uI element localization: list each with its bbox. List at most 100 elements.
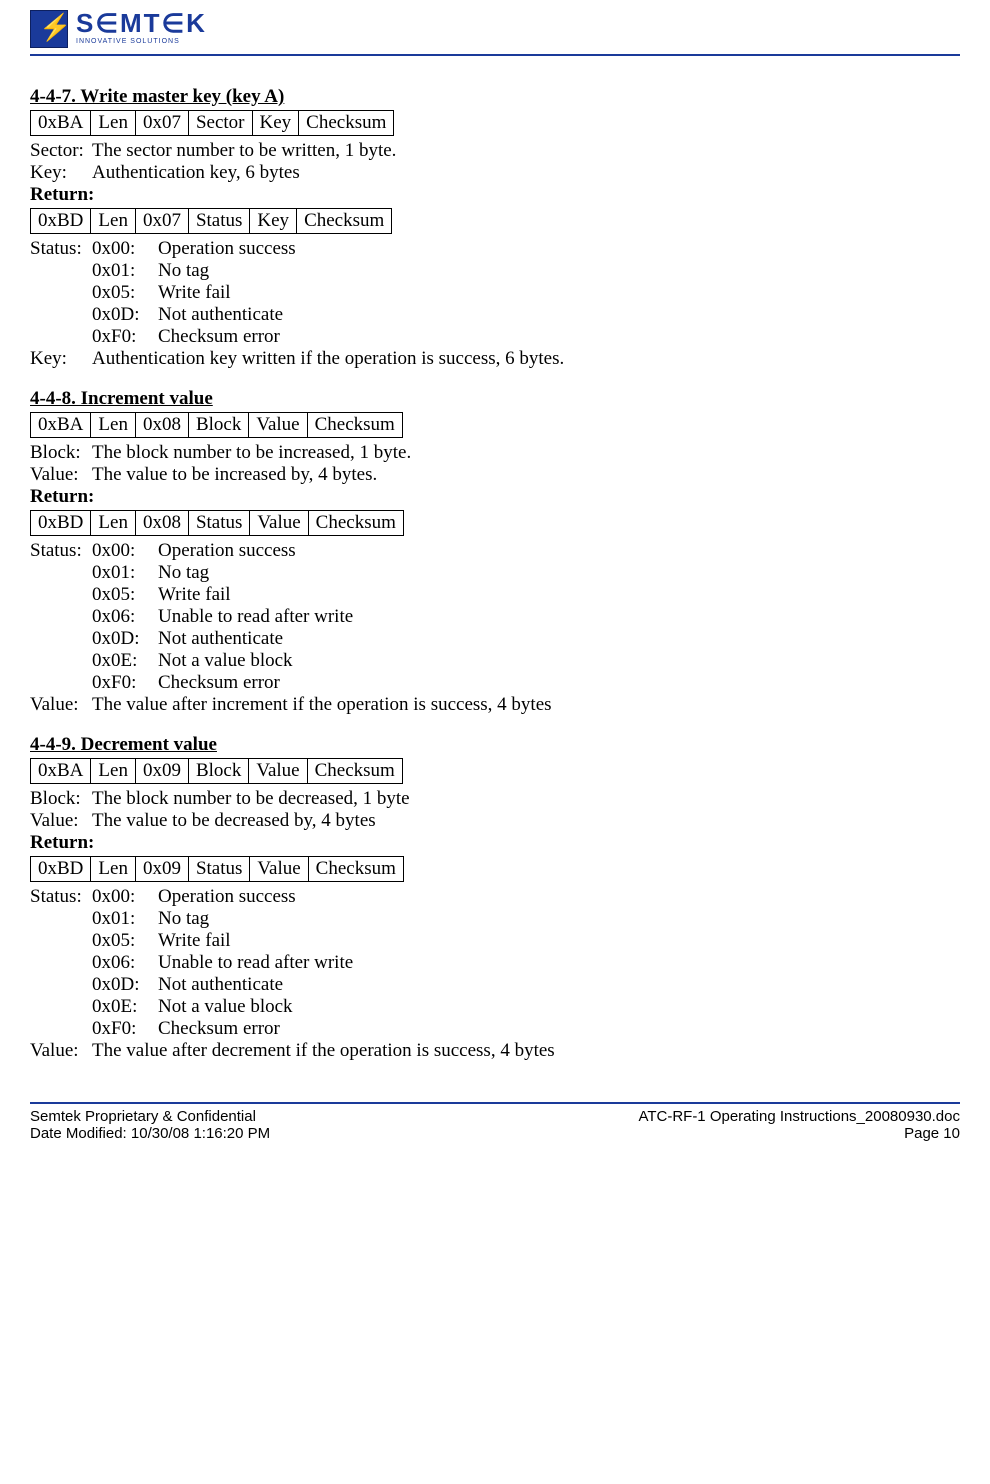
header: ⚡ S∈MT∈K INNOVATIVE SOLUTIONS (30, 10, 960, 48)
param-label: Key: (30, 162, 92, 184)
status-code: 0x05: (92, 584, 158, 606)
status-code: 0xF0: (92, 672, 158, 694)
tail-value: The value after increment if the operati… (92, 694, 960, 716)
status-desc: Not authenticate (158, 628, 283, 650)
status-line: 0x00:Operation success (92, 238, 296, 260)
status-code: 0x00: (92, 886, 158, 908)
logo-icon: ⚡ (30, 10, 68, 48)
footer: Semtek Proprietary & Confidential ATC-RF… (30, 1108, 960, 1142)
status-desc: No tag (158, 562, 209, 584)
status-line: 0x0D:Not authenticate (92, 628, 353, 650)
param-label: Value: (30, 464, 92, 486)
status-desc: Not authenticate (158, 974, 283, 996)
footer-right-2: Page 10 (904, 1125, 960, 1142)
param-label: Block: (30, 788, 92, 810)
tail-row: Value:The value after decrement if the o… (30, 1040, 960, 1062)
packet-cell: 0x07 (135, 209, 188, 234)
packet-cell: Checksum (297, 209, 392, 234)
status-desc: No tag (158, 260, 209, 282)
tail-row: Value:The value after increment if the o… (30, 694, 960, 716)
status-line: 0xF0:Checksum error (92, 326, 296, 348)
status-code: 0xF0: (92, 326, 158, 348)
logo-text: S∈MT∈K INNOVATIVE SOLUTIONS (76, 10, 207, 45)
status-desc: Unable to read after write (158, 952, 353, 974)
packet-cell: 0xBD (31, 209, 91, 234)
tail-value: The value after decrement if the operati… (92, 1040, 960, 1062)
return-label: Return: (30, 184, 960, 206)
packet-cell: Len (91, 857, 136, 882)
param-label: Block: (30, 442, 92, 464)
header-divider (30, 54, 960, 56)
packet-cell: Block (188, 413, 248, 438)
status-line: 0x06:Unable to read after write (92, 952, 353, 974)
status-codes: 0x00:Operation success0x01:No tag0x05:Wr… (92, 886, 353, 1040)
status-block: Status:0x00:Operation success0x01:No tag… (30, 238, 960, 348)
packet-cell: Value (250, 857, 308, 882)
packet-cell: 0xBD (31, 511, 91, 536)
tail-row: Key:Authentication key written if the op… (30, 348, 960, 370)
status-codes: 0x00:Operation success0x01:No tag0x05:Wr… (92, 540, 353, 694)
status-line: 0x01:No tag (92, 260, 296, 282)
status-code: 0x0D: (92, 974, 158, 996)
status-line: 0x0E:Not a value block (92, 650, 353, 672)
status-line: 0xF0:Checksum error (92, 672, 353, 694)
lightning-icon: ⚡ (39, 13, 71, 43)
status-codes: 0x00:Operation success0x01:No tag0x05:Wr… (92, 238, 296, 348)
status-line: 0x0E:Not a value block (92, 996, 353, 1018)
packet-cell: Len (91, 511, 136, 536)
request-packet-table: 0xBALen0x09BlockValueChecksum (30, 758, 403, 784)
packet-cell: Len (91, 111, 136, 136)
packet-cell: Value (249, 759, 307, 784)
tail-label: Value: (30, 694, 92, 716)
packet-cell: 0xBA (31, 413, 91, 438)
status-code: 0xF0: (92, 1018, 158, 1040)
tail-label: Key: (30, 348, 92, 370)
status-code: 0x06: (92, 606, 158, 628)
section-title: 4-4-9. Decrement value (30, 734, 960, 756)
logo-sub-text: INNOVATIVE SOLUTIONS (76, 38, 207, 45)
param-value: The sector number to be written, 1 byte. (92, 140, 960, 162)
status-code: 0x01: (92, 908, 158, 930)
request-packet-table: 0xBALen0x07SectorKeyChecksum (30, 110, 394, 136)
section-title: 4-4-7. Write master key (key A) (30, 86, 960, 108)
packet-cell: 0x09 (135, 759, 188, 784)
request-packet-table: 0xBALen0x08BlockValueChecksum (30, 412, 403, 438)
status-code: 0x01: (92, 260, 158, 282)
return-label: Return: (30, 832, 960, 854)
status-line: 0x0D:Not authenticate (92, 974, 353, 996)
param-row: Block:The block number to be decreased, … (30, 788, 960, 810)
section-title: 4-4-8. Increment value (30, 388, 960, 410)
packet-cell: Key (250, 209, 297, 234)
status-code: 0x0E: (92, 650, 158, 672)
status-label: Status: (30, 238, 92, 348)
packet-cell: Checksum (299, 111, 394, 136)
packet-cell: 0xBD (31, 857, 91, 882)
packet-cell: Checksum (308, 857, 403, 882)
packet-cell: Len (91, 209, 136, 234)
status-desc: Not authenticate (158, 304, 283, 326)
return-packet-table: 0xBDLen0x07StatusKeyChecksum (30, 208, 392, 234)
status-desc: Checksum error (158, 326, 280, 348)
status-block: Status:0x00:Operation success0x01:No tag… (30, 540, 960, 694)
param-value: The value to be increased by, 4 bytes. (92, 464, 960, 486)
param-value: The block number to be increased, 1 byte… (92, 442, 960, 464)
packet-cell: 0x09 (135, 857, 188, 882)
status-desc: Write fail (158, 282, 231, 304)
status-desc: No tag (158, 908, 209, 930)
packet-cell: Key (252, 111, 299, 136)
packet-cell: Status (188, 511, 249, 536)
status-code: 0x0E: (92, 996, 158, 1018)
footer-left-2: Date Modified: 10/30/08 1:16:20 PM (30, 1125, 270, 1142)
status-desc: Checksum error (158, 672, 280, 694)
param-row: Key:Authentication key, 6 bytes (30, 162, 960, 184)
param-label: Value: (30, 810, 92, 832)
status-line: 0x00:Operation success (92, 540, 353, 562)
param-value: The block number to be decreased, 1 byte (92, 788, 960, 810)
packet-cell: Len (91, 413, 136, 438)
return-label: Return: (30, 486, 960, 508)
status-desc: Operation success (158, 540, 296, 562)
param-value: Authentication key, 6 bytes (92, 162, 960, 184)
status-desc: Write fail (158, 930, 231, 952)
return-packet-table: 0xBDLen0x08StatusValueChecksum (30, 510, 404, 536)
param-row: Value:The value to be decreased by, 4 by… (30, 810, 960, 832)
